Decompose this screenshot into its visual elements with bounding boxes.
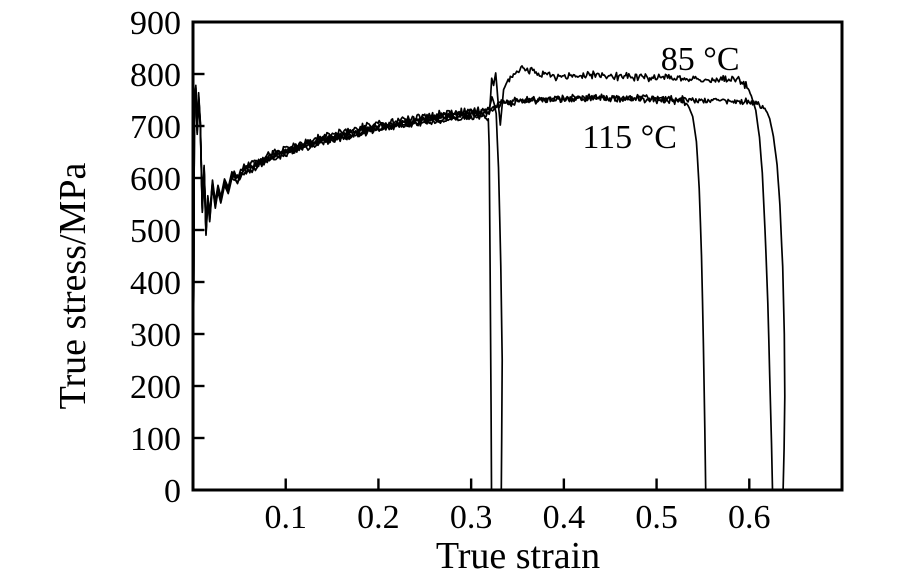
annotation-115c: 115 °C bbox=[582, 119, 677, 156]
x-tick-label-0.4: 0.4 bbox=[543, 499, 586, 536]
x-tick-label-0.2: 0.2 bbox=[357, 499, 400, 536]
tick-labels: 0.1 0.2 0.3 0.4 0.5 0.6 0 100 200 300 400 500 600 700… bbox=[130, 5, 771, 536]
plot-border bbox=[191, 20, 844, 492]
x-axis-title: True strain bbox=[436, 535, 600, 577]
y-tick-label-900: 900 bbox=[130, 5, 181, 42]
x-tick-label-0.6: 0.6 bbox=[728, 499, 771, 536]
y-tick-label-500: 500 bbox=[130, 213, 181, 250]
y-axis-title: True stress/MPa bbox=[52, 163, 94, 410]
y-tick-label-100: 100 bbox=[130, 421, 181, 458]
y-tick-label-200: 200 bbox=[130, 369, 181, 406]
y-tick-label-0: 0 bbox=[164, 473, 181, 510]
x-tick-label-0.3: 0.3 bbox=[450, 499, 493, 536]
annotation-85c: 85 °C bbox=[661, 41, 740, 78]
y-tick-label-300: 300 bbox=[130, 317, 181, 354]
y-tick-label-700: 700 bbox=[130, 109, 181, 146]
y-tick-label-600: 600 bbox=[130, 161, 181, 198]
y-tick-label-800: 800 bbox=[130, 57, 181, 94]
y-tick-label-400: 400 bbox=[130, 265, 181, 302]
curve-85c-1 bbox=[192, 86, 504, 491]
curve-115c-3 bbox=[192, 87, 786, 491]
x-tick-label-0.5: 0.5 bbox=[635, 499, 678, 536]
curve-annotations: 85 °C 115 °C bbox=[582, 41, 739, 156]
curve-85c-2 bbox=[192, 65, 774, 491]
x-tick-label-0.1: 0.1 bbox=[264, 499, 307, 536]
curve-115c-1 bbox=[192, 90, 493, 491]
curves-group bbox=[192, 65, 786, 491]
